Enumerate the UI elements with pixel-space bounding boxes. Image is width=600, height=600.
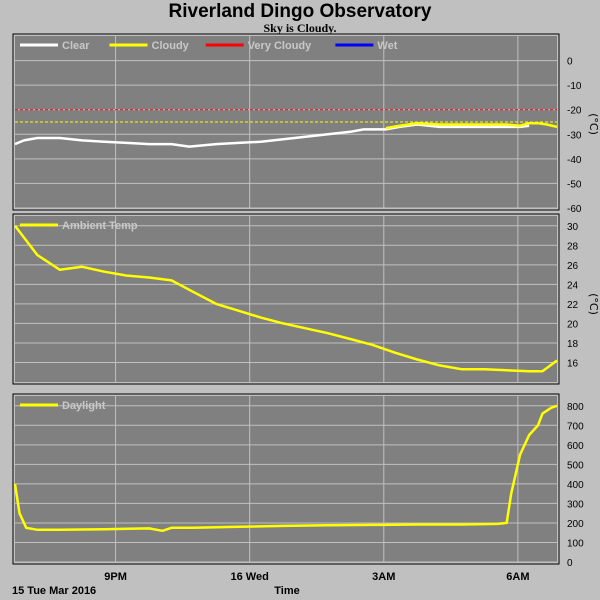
y-tick-label: 20: [567, 319, 579, 330]
y-tick-label: -10: [567, 81, 582, 92]
y-tick-label: 700: [567, 421, 584, 432]
y-tick-label: 600: [567, 441, 584, 452]
y-tick-label: 28: [567, 241, 579, 252]
chart-subtitle: Sky is Cloudy.: [263, 21, 337, 35]
series-line: [13, 404, 558, 533]
y-tick-label: 200: [567, 519, 584, 530]
y-tick-label: -50: [567, 179, 582, 190]
x-tick-label: 16 Wed: [231, 571, 269, 583]
legend-label: Clear: [62, 40, 90, 52]
legend-label: Ambient Temp: [62, 220, 138, 232]
panel-frame-ambient: [12, 213, 560, 385]
panel-ambient: [15, 216, 557, 382]
legend-label: Very Cloudy: [248, 40, 312, 52]
y-tick-label: 500: [567, 460, 584, 471]
y-tick-label: 30: [567, 222, 579, 233]
y-tick-label: 0: [567, 558, 573, 569]
y-tick-label: 400: [567, 480, 584, 491]
panel-daylight: [15, 396, 557, 562]
y-tick-label: 300: [567, 499, 584, 510]
y-tick-label: 18: [567, 339, 579, 350]
x-axis-start-label: 15 Tue Mar 2016: [12, 585, 96, 597]
y-tick-label: 22: [567, 300, 579, 311]
y-tick-label: 100: [567, 538, 584, 549]
x-tick-label: 9PM: [104, 571, 127, 583]
y-tick-label: 16: [567, 358, 579, 369]
y-tick-label: -30: [567, 130, 582, 141]
legend-label: Wet: [377, 40, 397, 52]
legend-label: Daylight: [62, 400, 106, 412]
series-line: [14, 225, 558, 373]
panel-frame-sky: [12, 33, 560, 211]
x-tick-label: 6AM: [506, 571, 529, 583]
x-tick-label: 3AM: [372, 571, 395, 583]
y-tick-label: 26: [567, 261, 579, 272]
y-tick-label: -20: [567, 106, 582, 117]
series-line: [14, 123, 530, 148]
y-axis-unit: (°C): [587, 113, 600, 135]
x-axis-title: Time: [274, 585, 299, 597]
panel-frame-daylight: [12, 393, 560, 565]
y-tick-label: -60: [567, 204, 582, 215]
y-tick-label: -40: [567, 155, 582, 166]
series-line: [385, 121, 558, 130]
y-tick-label: 800: [567, 402, 584, 413]
legend-label: Cloudy: [152, 40, 190, 52]
chart-title: Riverland Dingo Observatory: [168, 1, 432, 22]
y-tick-label: 24: [567, 280, 579, 291]
y-tick-label: 0: [567, 57, 573, 68]
y-axis-unit: (°C): [587, 293, 600, 315]
